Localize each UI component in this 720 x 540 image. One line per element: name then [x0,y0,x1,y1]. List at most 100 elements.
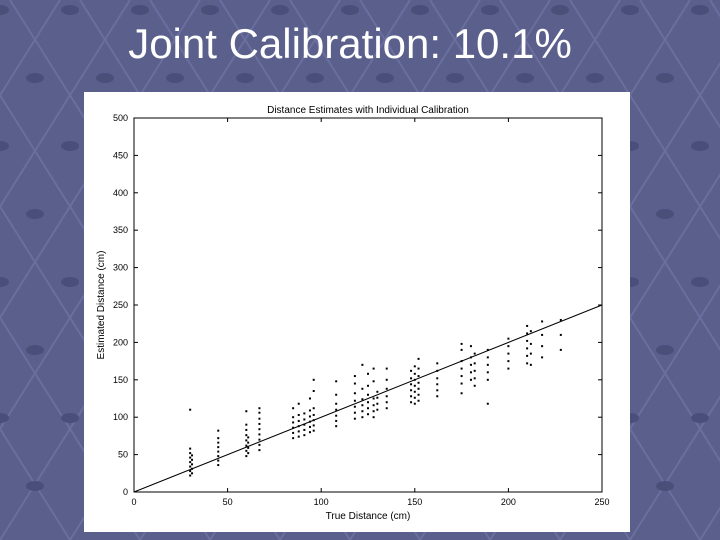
data-point [308,409,311,412]
data-point [367,372,369,375]
data-point [410,401,413,404]
data-point [385,387,388,390]
data-point [376,396,379,399]
background-node [341,5,359,15]
data-point [217,446,220,449]
data-point [436,377,439,380]
data-point [436,383,439,386]
background-node [96,73,114,83]
x-tick-label: 100 [314,497,329,507]
background-node [691,5,709,15]
background-node [0,413,9,423]
data-point [247,452,250,455]
data-point [507,337,510,340]
data-point [413,390,416,393]
background-node [61,5,79,15]
data-point [353,411,356,414]
data-point [473,362,476,365]
data-point [303,412,306,415]
data-point [469,345,472,348]
data-point [335,393,338,396]
data-point [529,363,532,366]
data-point [486,402,489,405]
data-point [217,459,220,462]
data-point [189,447,192,450]
data-point [361,398,364,401]
data-point [353,375,356,378]
data-point [559,333,562,336]
data-point [436,389,439,392]
data-point [417,387,420,390]
background-node [306,73,324,83]
data-point [526,354,529,357]
background-line [0,0,131,209]
background-node [446,73,464,83]
data-point [529,342,532,345]
background-node [586,73,604,83]
data-point [460,348,463,351]
data-point [189,461,192,464]
data-point [361,410,364,413]
data-point [413,378,416,381]
data-point [410,395,413,398]
data-point [367,413,369,416]
data-point [292,431,295,434]
data-point [473,369,476,372]
background-node [236,73,254,83]
x-tick-label: 50 [223,497,233,507]
y-tick-label: 0 [123,487,128,497]
background-line [639,0,720,129]
data-point [417,367,420,370]
reference-line [133,304,603,493]
data-point [292,421,295,424]
data-point [541,333,544,336]
data-point [335,419,338,422]
data-point [372,404,375,407]
data-point [335,408,338,411]
data-point [507,352,510,355]
data-point [385,367,388,370]
data-point [191,463,194,466]
data-point [417,381,420,384]
data-point [312,390,315,393]
background-node [61,413,79,423]
x-tick-label: 0 [131,497,136,507]
data-point [308,420,311,423]
data-point [361,416,364,419]
data-point [372,397,375,400]
y-tick-label: 200 [113,337,128,347]
data-point [353,405,356,408]
data-point [217,437,220,440]
data-point [413,384,416,387]
data-point [526,347,529,350]
data-point [529,352,532,355]
background-node [481,5,499,15]
data-point [473,352,476,355]
y-tick-label: 300 [113,263,128,273]
data-point [460,392,463,395]
background-node [0,277,9,287]
x-tick-label: 200 [501,497,516,507]
data-point [312,429,315,432]
data-point [303,428,306,431]
data-point [436,362,439,365]
data-point [486,348,489,351]
data-point [297,435,300,438]
y-axis-label: Estimated Distance (cm) [96,251,107,360]
data-point [312,413,315,416]
background-node [201,5,219,15]
background-line [569,0,720,241]
data-point [410,389,413,392]
background-node [656,209,674,219]
data-point [361,404,364,407]
background-line [629,395,720,540]
data-point [417,357,420,360]
data-point [308,397,311,400]
data-point [303,418,306,421]
y-tick-label: 100 [113,412,128,422]
data-point [376,402,379,405]
data-point [303,434,306,437]
data-point [335,402,338,405]
data-point [245,410,248,413]
data-point [385,378,388,381]
